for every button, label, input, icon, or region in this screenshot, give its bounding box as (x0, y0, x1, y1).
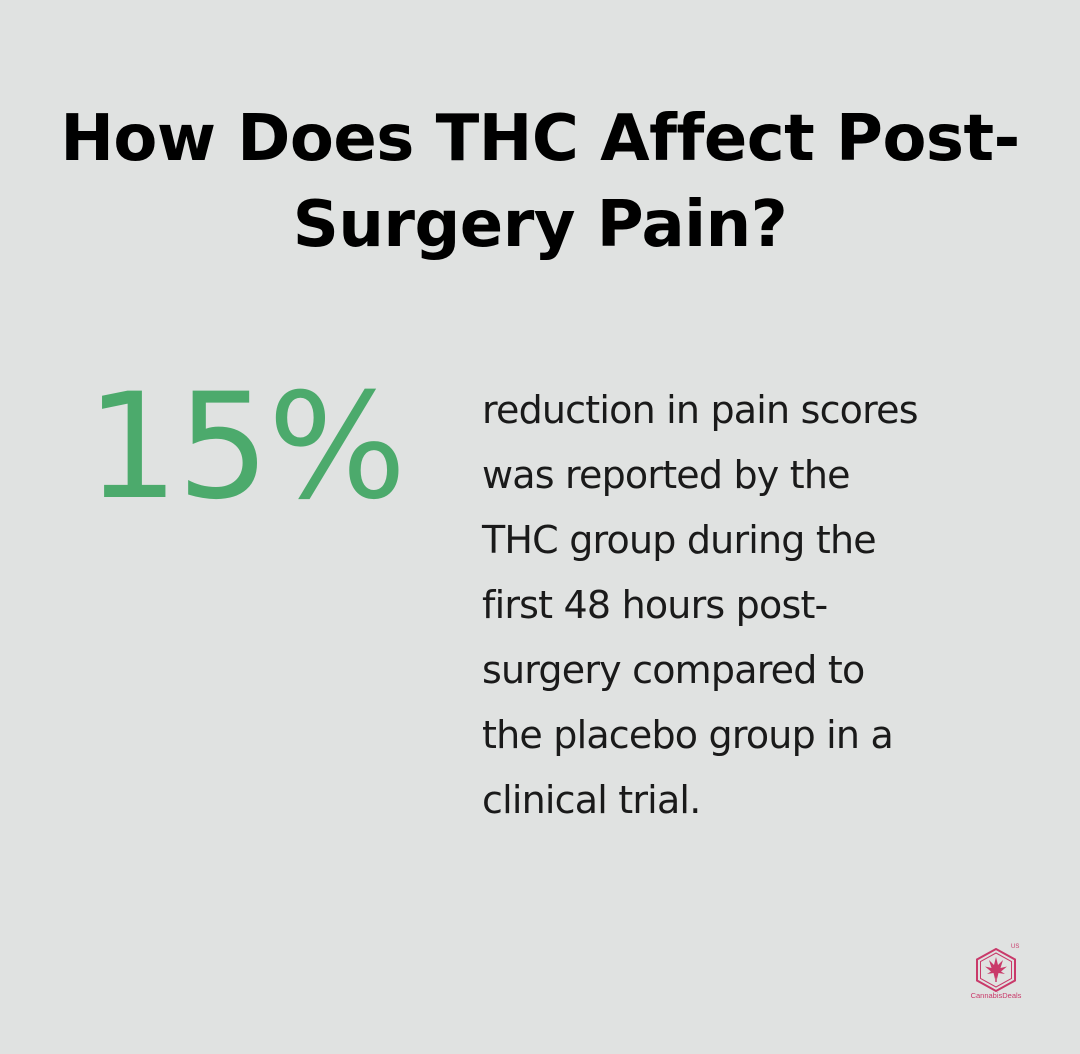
logo-brand-name: CannabisDeals (970, 991, 1022, 1000)
stat-value: 15% (86, 362, 407, 532)
logo-region-badge: US (1011, 944, 1020, 950)
page-title: How Does THC Affect Post- Surgery Pain? (60, 102, 1020, 262)
cannabis-leaf-hexagon-icon (976, 948, 1016, 992)
brand-logo: US CannabisDeals (958, 944, 1034, 1006)
stat-description: reduction in pain scores was reported by… (482, 388, 918, 822)
